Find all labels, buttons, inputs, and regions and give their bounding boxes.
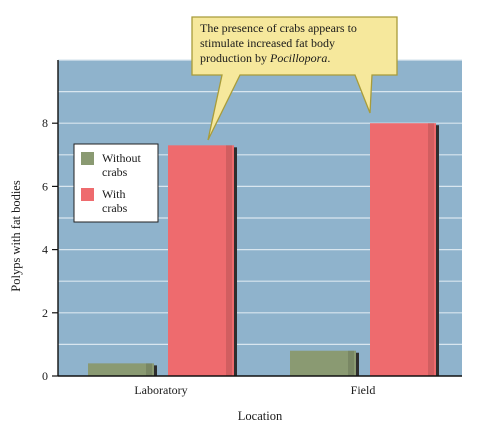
x-axis-label: Location: [238, 409, 283, 423]
callout-box: [191, 16, 398, 141]
legend-swatch: [81, 188, 94, 201]
legend-label: crabs: [102, 165, 128, 179]
x-tick-label: Field: [351, 383, 376, 397]
y-tick-label: 8: [42, 116, 48, 130]
bar-without-crabs-laboratory: [88, 363, 154, 376]
y-tick-label: 2: [42, 306, 48, 320]
bar-edge: [146, 363, 152, 376]
bar-edge: [348, 350, 354, 376]
legend-swatch: [81, 152, 94, 165]
bar-shadow: [152, 365, 157, 376]
bar-edge: [428, 123, 434, 376]
callout-text: stimulate increased fat body: [200, 36, 335, 50]
callout-text: The presence of crabs appears to: [200, 21, 357, 35]
legend-label: Without: [102, 151, 142, 165]
legend-label: crabs: [102, 201, 128, 215]
bar-with-crabs-field: [370, 123, 436, 376]
y-tick-label: 0: [42, 369, 48, 383]
bar-shadow: [232, 147, 237, 376]
bar-shadow: [434, 125, 439, 376]
y-axis-label: Polyps with fat bodies: [9, 180, 23, 292]
legend-label: With: [102, 187, 126, 201]
x-tick-label: Laboratory: [134, 383, 187, 397]
callout-text: production by Pocillopora.: [200, 51, 330, 65]
bar-with-crabs-laboratory: [168, 145, 234, 376]
bar-shadow: [354, 352, 359, 376]
bar-without-crabs-field: [290, 350, 356, 376]
y-tick-label: 4: [42, 243, 48, 257]
y-tick-label: 6: [42, 179, 48, 193]
bar-edge: [226, 145, 232, 376]
